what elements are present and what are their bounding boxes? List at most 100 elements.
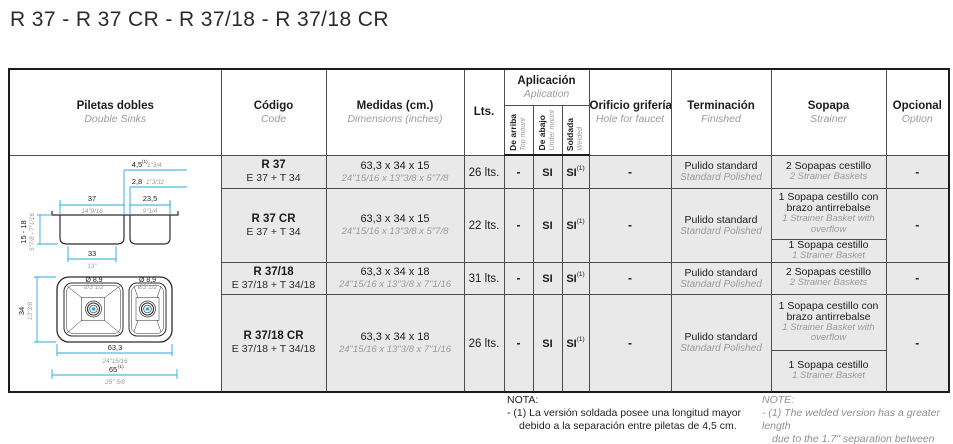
strainer-cell: 1 Sopapa cestillo 1 Strainer Basket: [770, 239, 887, 263]
dim-drain-left-cm: Ø 8,9: [86, 277, 103, 284]
faucet-hole-cell: -: [588, 261, 672, 295]
dim-overall-width-in: 24"15/16: [102, 358, 128, 365]
dims-cell: 63,3 x 34 x 18 24"15/16 x 13"3/8 x 7"1/1…: [325, 261, 465, 295]
strainer-cell: 2 Sopapas cestillo 2 Strainer Baskets: [770, 154, 887, 189]
dim-bottom-width-cm: 33: [88, 249, 96, 258]
optional-cell: -: [885, 154, 950, 189]
drain-detail-left: [67, 285, 121, 333]
table-row: 1 Sopapa cestillo 1 Strainer Basket: [9, 239, 949, 263]
finish-cell: Pulido standard Standard Polished: [670, 261, 772, 295]
dim-drain-right-in: Ø3"1/2: [137, 284, 158, 291]
liters-cell: 26 lts.: [463, 293, 505, 392]
dim-depth-in: 5"7/8 - 7"1/16: [29, 212, 36, 251]
dim-sep-welded-cm: 4,5: [132, 160, 142, 169]
faucet-hole-cell: -: [588, 154, 672, 189]
dim-sep-welded-sup: (1): [142, 159, 148, 164]
dim-depth-cm: 15 - 18: [19, 220, 28, 243]
dim-right-basin-in: 9"1/4: [143, 208, 158, 215]
top-view-dimension-lines: [34, 276, 178, 379]
header-dimensions: Medidas (cm.) Dimensions (inches): [325, 68, 465, 156]
optional-cell: -: [885, 187, 950, 263]
under-mount-cell: SI: [532, 187, 563, 263]
sink-side-view: [51, 210, 179, 245]
finish-cell: Pulido standard Standard Polished: [670, 187, 772, 263]
liters-cell: 31 lts.: [463, 261, 505, 295]
dim-drain-right-cm: Ø 8,9: [139, 277, 156, 284]
header-top-mount: De arriba Top mount: [503, 104, 534, 156]
header-code: Código Code: [220, 68, 327, 156]
under-mount-cell: SI: [532, 154, 563, 189]
header-under-mount: De abajo Under mount: [532, 104, 563, 156]
dims-cell: 63,3 x 34 x 15 24"15/16 x 13"3/8 x 5"7/8: [325, 187, 465, 263]
dim-overall-width-cm: 63,3: [108, 343, 123, 352]
top-mount-cell: -: [503, 293, 534, 392]
code-cell: R 37 CR E 37 + T 34: [220, 187, 327, 263]
code-cell: R 37 E 37 + T 34: [220, 154, 327, 189]
dim-overall-depth-cm: 34: [17, 306, 26, 314]
footnote-english: NOTE: - (1) The welded version has a gre…: [762, 394, 953, 444]
page-title: R 37 - R 37 CR - R 37/18 - R 37/18 CR: [10, 8, 389, 31]
liters-cell: 26 lts.: [463, 154, 505, 189]
header-product: Piletas dobles Double Sinks: [8, 68, 222, 156]
sink-top-view: [56, 275, 173, 343]
strainer-cell: 1 Sopapa cestillo con brazo antirrebalse…: [770, 187, 887, 240]
dim-welded-width-in: 25" 5/8: [104, 379, 125, 386]
top-mount-cell: -: [503, 187, 534, 263]
header-strainer: Sopapa Strainer: [770, 68, 887, 156]
header-product-en: Double Sinks: [84, 112, 147, 125]
top-mount-cell: -: [503, 261, 534, 295]
dim-sep-std-in: 1"3/32: [146, 179, 164, 186]
footnote-spanish-line2: debido a la separación entre piletas de …: [519, 420, 737, 432]
table-row: 1 Sopapa cestillo 1 Strainer Basket: [9, 350, 949, 392]
spec-table: Piletas dobles Double Sinks Código Code …: [8, 68, 950, 393]
header-welded: Soldada Welded: [561, 104, 590, 156]
dims-cell: 63,3 x 34 x 18 24"15/16 x 13"3/8 x 7"1/1…: [325, 293, 465, 392]
code-cell: R 37/18 E 37/18 + T 34/18: [220, 261, 327, 295]
dim-drain-left-in: Ø3"1/2: [84, 284, 105, 291]
table-row: R 37/18 E 37/18 + T 34/18 63,3 x 34 x 18…: [9, 261, 950, 295]
liters-cell: 22 lts.: [463, 187, 505, 263]
strainer-cell: 1 Sopapa cestillo con brazo antirrebalse…: [770, 293, 887, 351]
footnote-spanish-title: NOTA:: [507, 394, 539, 406]
table-row: 4,5 (1) 1"3/4 2,8 1"3/32 37 14"9/16 23,5…: [8, 154, 950, 392]
header-optional: Opcional Option: [885, 68, 950, 156]
footnote-english-title: NOTE:: [762, 394, 795, 406]
under-mount-cell: SI: [532, 261, 563, 295]
welded-cell: SI(1): [561, 187, 590, 263]
sink-drawing-svg: 4,5 (1) 1"3/4 2,8 1"3/32 37 14"9/16 23,5…: [17, 159, 188, 386]
drain-detail-right: [134, 285, 162, 332]
welded-cell: SI(1): [561, 261, 590, 295]
dim-left-basin-in: 14"9/16: [82, 208, 104, 215]
finish-cell: Pulido standard Standard Polished: [670, 293, 772, 392]
faucet-hole-cell: -: [588, 293, 672, 392]
header-liters: Lts.: [463, 68, 505, 156]
dim-welded-width-cm: 65: [109, 365, 117, 374]
dim-sep-std-cm: 2,8: [132, 177, 142, 186]
header-application: Aplicación Aplication: [503, 68, 590, 106]
optional-cell: -: [885, 261, 950, 295]
dim-welded-width-sup: (1): [118, 364, 124, 369]
dim-bottom-width-in: 13": [88, 263, 98, 270]
finish-cell: Pulido standard Standard Polished: [670, 154, 772, 189]
dim-overall-depth-in: 13"3/8: [27, 301, 34, 319]
optional-cell: -: [885, 293, 950, 392]
welded-cell: SI(1): [561, 293, 590, 392]
faucet-hole-cell: -: [588, 187, 672, 263]
welded-cell: SI(1): [561, 154, 590, 189]
dim-sep-welded-in: 1"3/4: [147, 162, 162, 169]
side-view-dimension-lines: [37, 169, 188, 262]
dim-right-basin-cm: 23,5: [143, 194, 158, 203]
footnote-spanish-line1: - (1) La versión soldada posee una longi…: [507, 407, 742, 419]
header-product-es: Piletas dobles: [76, 99, 154, 112]
header-faucet-hole: Orificio grifería Hole for faucet: [588, 68, 672, 156]
top-mount-cell: -: [503, 154, 534, 189]
table-row: R 37 CR E 37 + T 34 63,3 x 34 x 15 24"15…: [9, 187, 950, 263]
footnote-spanish: NOTA: - (1) La versión soldada posee una…: [507, 394, 741, 433]
strainer-cell: 1 Sopapa cestillo 1 Strainer Basket: [770, 350, 887, 392]
dims-cell: 63,3 x 34 x 15 24"15/16 x 13"3/8 x 5"7/8: [325, 154, 465, 189]
code-cell: R 37/18 CR E 37/18 + T 34/18: [220, 293, 327, 392]
footnote-english-line2: due to the 1.7" separation between sinks…: [772, 433, 935, 444]
sink-technical-drawing: 4,5 (1) 1"3/4 2,8 1"3/32 37 14"9/16 23,5…: [8, 154, 222, 392]
table-row: R 37/18 CR E 37/18 + T 34/18 63,3 x 34 x…: [9, 293, 950, 392]
